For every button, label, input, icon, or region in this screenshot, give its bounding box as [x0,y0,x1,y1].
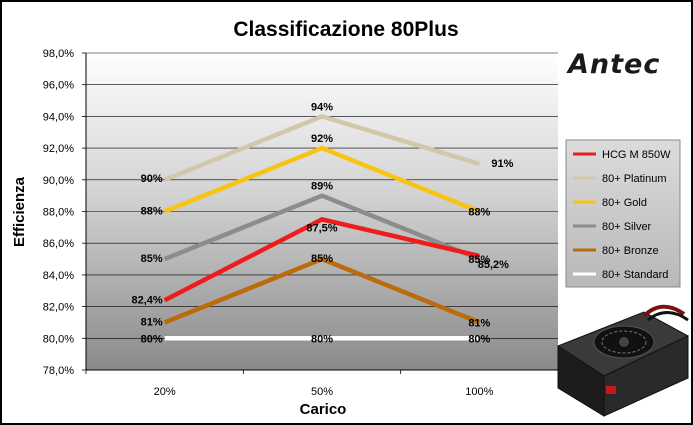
series-line [163,256,481,325]
data-label: 92% [311,133,333,145]
data-label: 90% [141,173,163,185]
data-label: 85% [311,253,333,265]
legend-entry: 80+ Gold [602,197,647,209]
data-label: 80% [311,333,333,345]
x-tick-label: 100% [465,386,493,398]
legend-entry: 80+ Bronze [602,245,659,257]
data-label: 80% [141,333,163,345]
x-tick-label: 50% [311,386,333,398]
psu-icon [556,304,690,417]
legend-entry: 80+ Silver [602,221,652,233]
data-label: 85% [468,254,490,266]
y-tick-label: 98,0% [43,48,74,60]
y-tick-label: 88,0% [43,207,74,219]
data-label: 80% [468,333,490,345]
y-tick-label: 90,0% [43,175,74,187]
legend-box [565,139,681,288]
data-label: 81% [141,316,163,328]
y-tick-label: 86,0% [43,238,74,250]
x-axis-ticks: 20% 50% 100% [85,369,559,398]
x-tick-label: 20% [154,386,176,398]
series-lines [163,114,481,341]
data-label: 85% [141,253,163,265]
data-label: 87,5% [306,222,337,234]
series-line [163,217,480,303]
legend-entry: HCG M 850W [602,149,671,161]
legend-entry: 80+ Platinum [602,173,667,185]
y-tick-label: 82,0% [43,302,74,314]
data-label: 82,4% [131,294,162,306]
y-axis-ticks: 78,0% 80,0% 82,0% 84,0% 86,0% 88,0% 90,0% 92,0%… [43,48,87,377]
y-tick-label: 84,0% [43,270,74,282]
y-axis-title: Efficienza [11,176,28,247]
data-label: 89% [311,181,333,193]
series-line [163,145,481,214]
data-label: 91% [491,158,513,170]
data-label: 88% [141,206,163,218]
chart-title: Classificazione 80Plus [233,18,458,41]
y-tick-label: 92,0% [43,143,74,155]
y-tick-label: 94,0% [43,111,74,123]
antec-logo: Antec [566,49,660,80]
logo-text: Antec [566,49,660,80]
legend-entry: 80+ Standard [602,269,668,281]
series-line [163,193,481,262]
y-tick-label: 80,0% [43,333,74,345]
series-line [163,114,480,182]
data-label: 94% [311,101,333,113]
legend: HCG M 850W 80+ Platinum 80+ Gold 80+ Silver… [565,139,681,288]
data-labels: 82,4% 87,5% 85,2% 90% 94% 91% 88% 92% 88% 85% 89% 8… [131,101,513,345]
data-label: 85,2% [478,259,509,271]
data-label: 81% [468,317,490,329]
y-tick-label: 78,0% [43,365,74,377]
x-axis-title: Carico [300,401,347,418]
data-label: 88% [468,207,490,219]
y-tick-label: 96,0% [43,80,74,92]
